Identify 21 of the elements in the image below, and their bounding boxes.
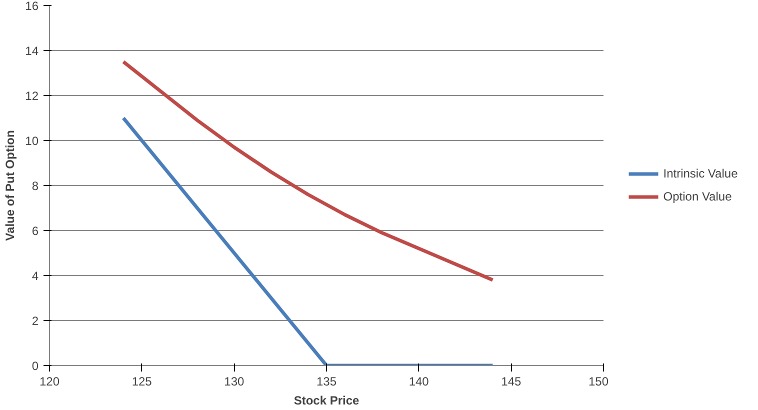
x-tick-label: 135 [316, 374, 337, 388]
y-tick-label: 12 [25, 89, 39, 103]
line-series [122, 60, 494, 282]
y-tick-label: 14 [25, 44, 39, 58]
x-tick-label: 130 [224, 374, 245, 388]
y-tick-label: 6 [32, 224, 39, 238]
legend-label: Intrinsic Value [663, 166, 738, 180]
legend-label: Option Value [663, 190, 732, 204]
y-tick-label: 16 [25, 0, 39, 13]
x-tick-label: 120 [39, 374, 60, 388]
y-tick-label: 2 [32, 314, 39, 328]
y-tick-label: 4 [32, 269, 39, 283]
y-tick-label: 0 [32, 359, 39, 373]
x-tick-label: 140 [408, 374, 430, 388]
x-tick-label: 150 [588, 374, 609, 388]
y-axis-title: Value of Put Option [3, 130, 18, 241]
x-tick-label: 145 [501, 374, 522, 388]
x-tick-label: 125 [132, 374, 152, 388]
y-tick-label: 8 [32, 179, 39, 193]
y-tick-label: 10 [25, 134, 39, 148]
x-axis-title: Stock Price [294, 394, 360, 408]
